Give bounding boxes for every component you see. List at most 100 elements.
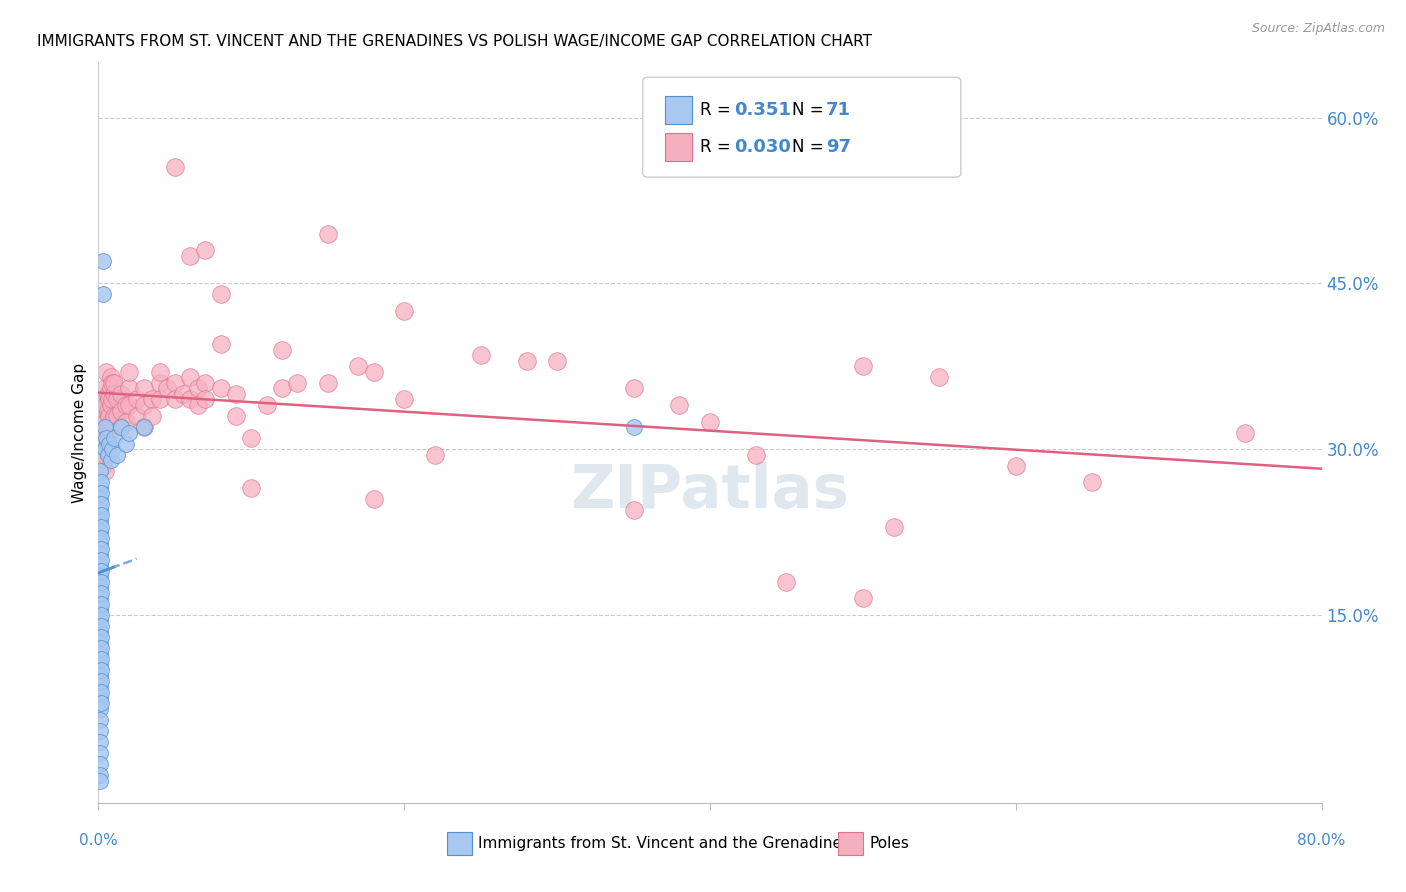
Point <box>110 403 132 417</box>
Point <box>103 409 125 423</box>
Point <box>134 420 156 434</box>
Point <box>90 519 112 533</box>
Point <box>89 547 111 561</box>
Point <box>347 359 370 374</box>
Point <box>90 685 112 699</box>
Point <box>93 464 115 478</box>
Point <box>516 353 538 368</box>
Point <box>546 353 568 368</box>
Point <box>163 161 186 175</box>
Point <box>90 431 112 445</box>
Point <box>225 387 247 401</box>
Point <box>91 254 114 268</box>
Point <box>90 586 112 600</box>
Point <box>89 524 111 539</box>
Text: N =: N = <box>792 101 830 119</box>
Point <box>156 381 179 395</box>
Point <box>97 387 120 401</box>
Point <box>89 635 111 649</box>
Point <box>93 420 115 434</box>
Point <box>118 365 141 379</box>
Point <box>89 680 111 694</box>
Point <box>90 475 112 490</box>
Point <box>89 647 111 661</box>
Point <box>98 436 121 450</box>
Point <box>187 398 209 412</box>
Point <box>209 287 232 301</box>
Point <box>89 773 111 788</box>
Point <box>90 531 112 545</box>
Point <box>125 392 148 407</box>
Point <box>89 713 111 727</box>
Point <box>392 304 416 318</box>
Point <box>149 365 172 379</box>
Point <box>91 409 114 423</box>
Point <box>90 597 112 611</box>
Point <box>105 409 128 423</box>
Point <box>100 453 122 467</box>
Point <box>423 448 446 462</box>
Text: N =: N = <box>792 138 830 156</box>
Text: Immigrants from St. Vincent and the Grenadines: Immigrants from St. Vincent and the Gren… <box>478 836 849 851</box>
Point <box>93 381 115 395</box>
Point <box>105 392 128 407</box>
Point <box>101 392 124 407</box>
Point <box>110 420 132 434</box>
Point <box>883 519 905 533</box>
Point <box>90 641 112 656</box>
Point <box>187 381 209 395</box>
Point <box>89 602 111 616</box>
Point <box>89 464 111 478</box>
Point <box>103 387 125 401</box>
Point <box>97 448 120 462</box>
Point <box>163 392 186 407</box>
Point <box>90 619 112 633</box>
Point <box>110 420 132 434</box>
Point <box>623 420 645 434</box>
Point <box>91 287 114 301</box>
Point <box>93 431 115 445</box>
Point <box>209 337 232 351</box>
Point <box>98 409 121 423</box>
Point <box>270 381 292 395</box>
Point <box>89 558 111 573</box>
Point <box>141 409 163 423</box>
Point <box>852 359 875 374</box>
Text: IMMIGRANTS FROM ST. VINCENT AND THE GRENADINES VS POLISH WAGE/INCOME GAP CORRELA: IMMIGRANTS FROM ST. VINCENT AND THE GREN… <box>38 34 872 49</box>
Point <box>91 392 114 407</box>
Point <box>149 392 172 407</box>
Point <box>93 448 115 462</box>
Point <box>89 657 111 672</box>
Point <box>90 697 112 711</box>
Point <box>89 514 111 528</box>
Point <box>118 398 141 412</box>
Point <box>100 415 122 429</box>
Point <box>93 415 115 429</box>
Point <box>91 425 114 440</box>
Point <box>745 448 768 462</box>
Point <box>89 481 111 495</box>
Point <box>97 403 120 417</box>
Point <box>110 387 132 401</box>
Point <box>179 370 201 384</box>
Point <box>194 244 217 258</box>
Point <box>100 381 122 395</box>
Point <box>101 442 124 457</box>
Point <box>90 552 112 566</box>
Bar <box>665 95 692 124</box>
Point <box>1004 458 1026 473</box>
Point <box>89 503 111 517</box>
Point <box>256 398 278 412</box>
Point <box>775 574 797 589</box>
Point <box>103 431 125 445</box>
Point <box>623 381 645 395</box>
Point <box>89 768 111 782</box>
Point <box>89 491 111 506</box>
Point <box>89 746 111 760</box>
Point <box>100 398 122 412</box>
Point <box>98 392 121 407</box>
Point <box>89 690 111 705</box>
Point <box>103 376 125 390</box>
Text: 97: 97 <box>827 138 851 156</box>
Point <box>89 702 111 716</box>
